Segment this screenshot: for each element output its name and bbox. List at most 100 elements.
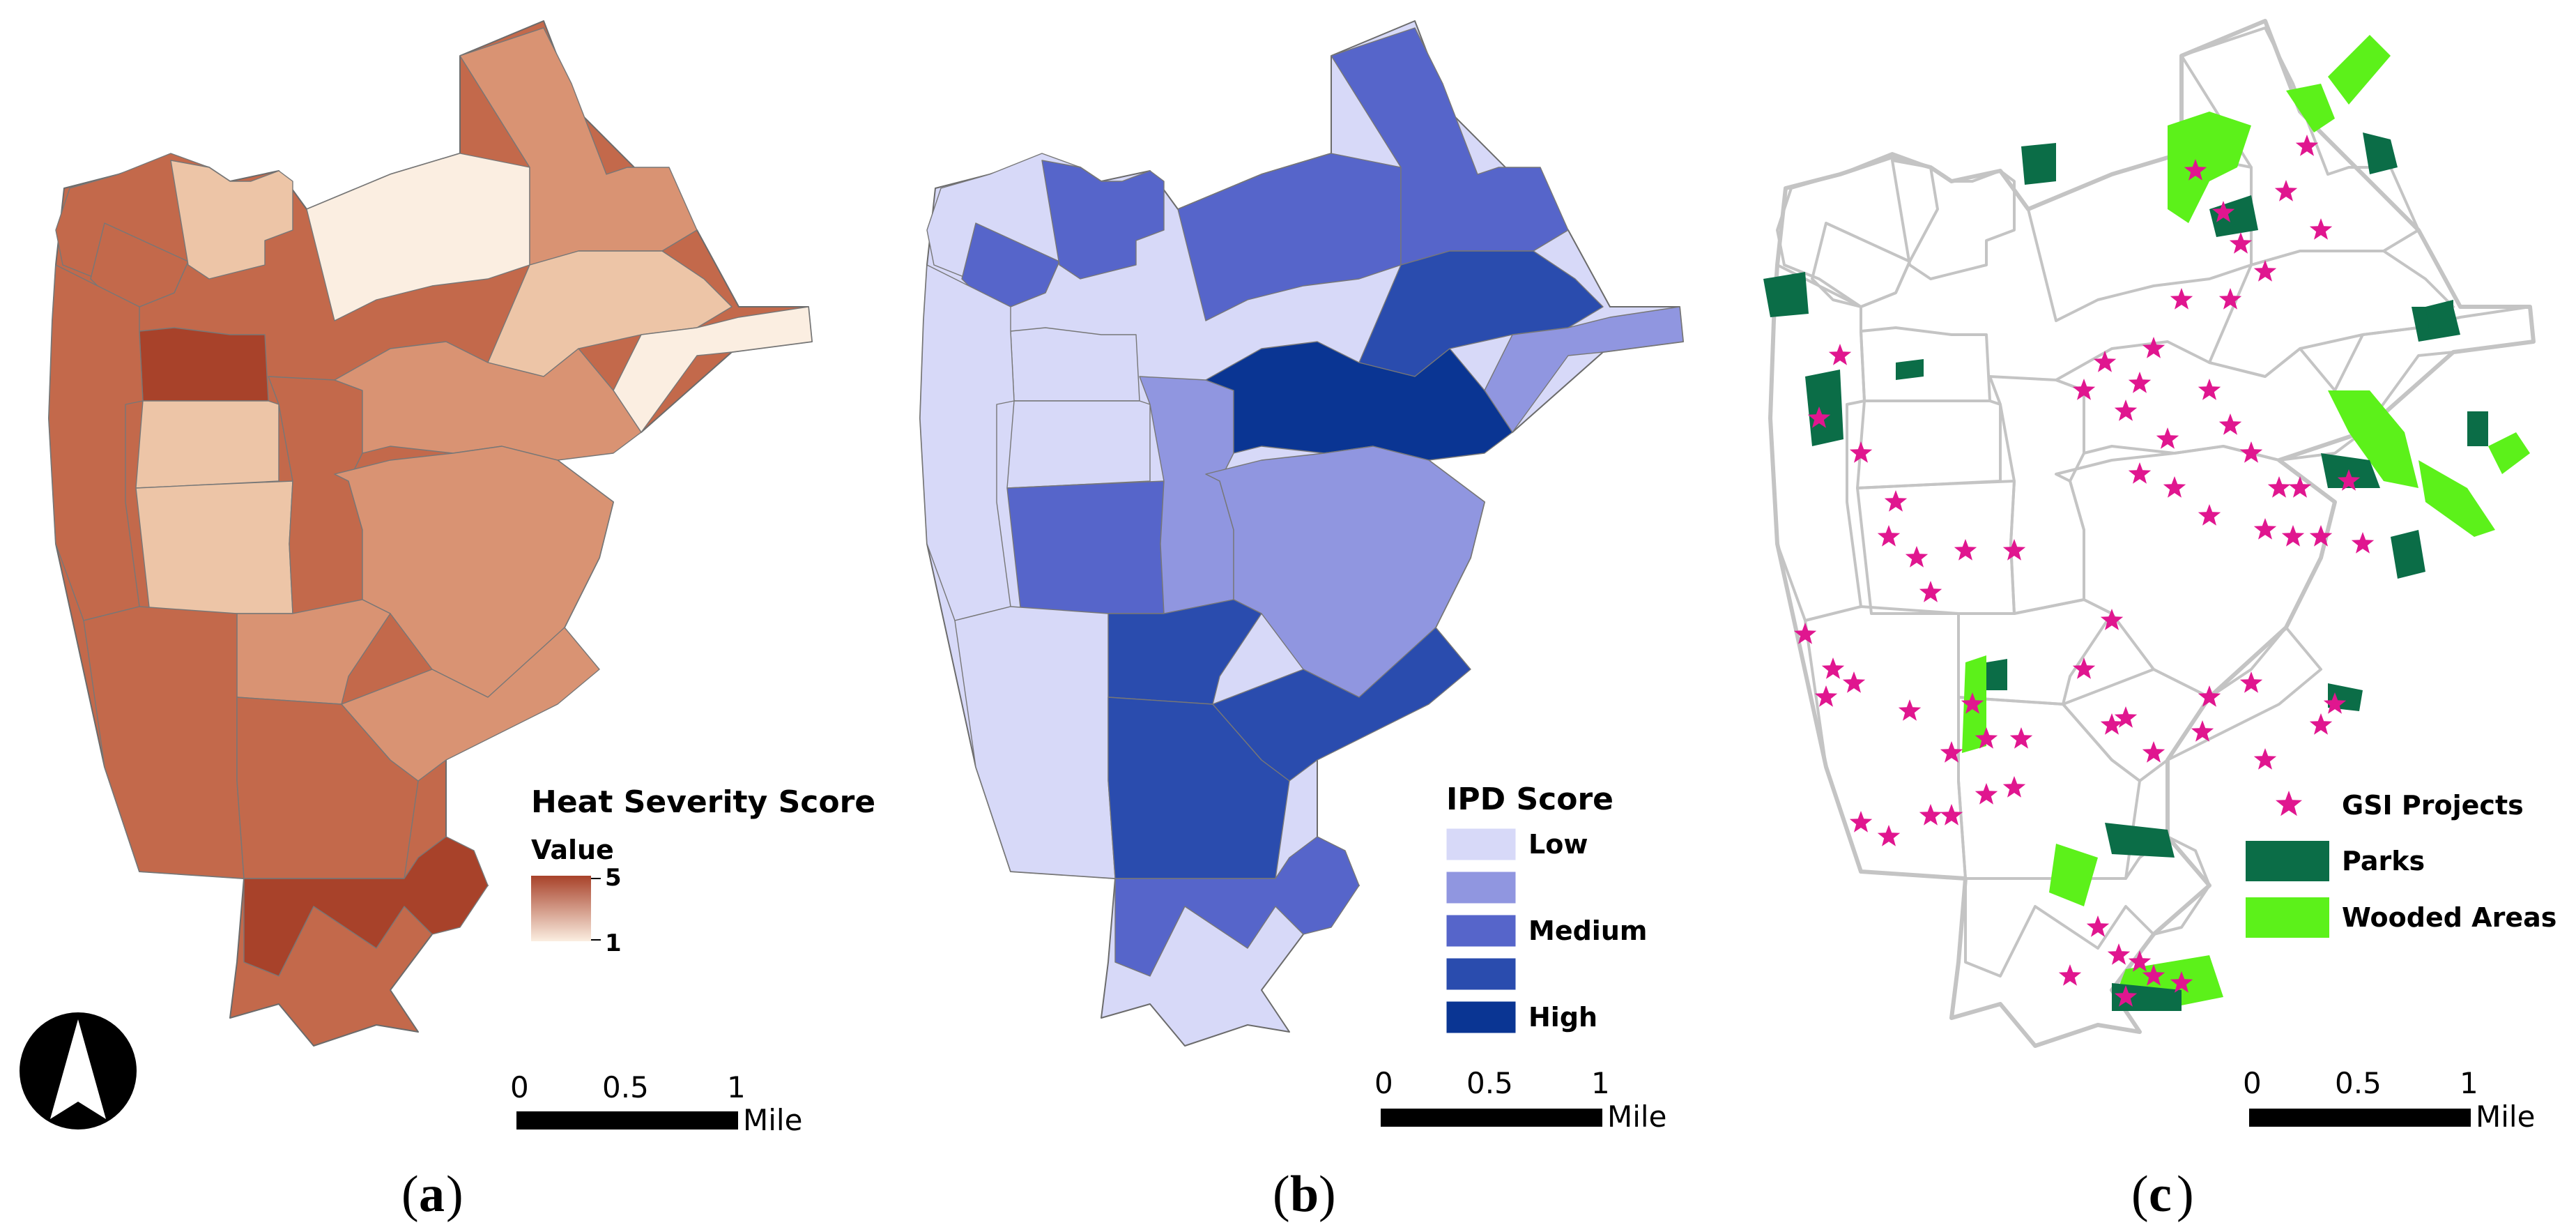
gsi-project-star (2239, 671, 2263, 693)
scale-bar-a: 0 0.5 1 Mile (510, 1070, 802, 1137)
gsi-project-star (2253, 518, 2277, 540)
scale-tick-0: 0 (510, 1070, 529, 1104)
gsi-map-layers (1763, 19, 2536, 1048)
svg-text:): ) (446, 1166, 463, 1223)
nb-south (243, 836, 489, 977)
nb-east-mid (334, 341, 642, 461)
caption-c: ( c ) (2131, 1166, 2194, 1223)
scale-bar-b: 0 0.5 1 Mile (1374, 1066, 1666, 1134)
scale-tick-1: 1 (2460, 1066, 2478, 1100)
gsi-project-star (1807, 406, 1831, 428)
nb-southeast (341, 627, 600, 782)
gsi-project-star (2072, 657, 2096, 679)
gsi-project-star (1975, 727, 1998, 749)
nb-pale-2 (1006, 480, 1165, 614)
scale-unit: Mile (2476, 1100, 2535, 1134)
nb-pale-2 (135, 480, 293, 614)
ipd-class-label: Low (1528, 829, 1588, 860)
nb-northeast-1-outline (2180, 26, 2420, 266)
gsi-project-star (2170, 971, 2193, 993)
gsi-project-star (2163, 476, 2186, 498)
gsi-project-star (2170, 288, 2193, 310)
gsi-legend-label: GSI Projects (2342, 790, 2524, 821)
park-13 (1896, 359, 1924, 380)
gsi-project-star (2093, 351, 2117, 372)
ipd-swatch-0 (1446, 828, 1517, 861)
nb-northeast-1 (1331, 27, 1569, 266)
gsi-project-star (2198, 379, 2221, 400)
heat-legend: Heat Severity Score Value 5 1 (531, 784, 875, 957)
gsi-project-star (2309, 713, 2333, 735)
gsi-project-star (2058, 964, 2082, 986)
gsi-project-star (1940, 804, 1963, 826)
gsi-project-star (2218, 288, 2242, 310)
nb-hot-cell (139, 327, 269, 402)
gsi-project-star (2281, 525, 2305, 547)
gsi-project-star (2229, 232, 2253, 254)
gsi-project-star (2295, 135, 2319, 156)
ipd-map-polygons (919, 20, 1684, 1047)
gsi-project-star (1961, 692, 1984, 714)
scale-tick-1: 1 (1591, 1066, 1610, 1100)
gsi-project-star (1954, 539, 1977, 561)
gsi-project-star (2239, 441, 2263, 463)
gsi-project-star (1877, 525, 1901, 547)
gsi-project-star (2184, 159, 2207, 181)
gsi-project-star (2128, 372, 2152, 393)
ipd-swatch-2 (1446, 914, 1517, 948)
gsi-project-star (2211, 201, 2235, 222)
park-6 (2391, 530, 2425, 579)
ipd-legend: IPD Score Low Medium High (1446, 782, 1647, 1034)
gsi-parks-map: GSI Projects Parks Wooded Areas 0 0.5 1 Mi… (1763, 19, 2556, 1223)
nb-sw-1 (954, 606, 1116, 879)
ipd-legend-title: IPD Score (1446, 782, 1613, 817)
gsi-project-star (2114, 400, 2138, 421)
svg-text:(: ( (2131, 1166, 2149, 1223)
gsi-project-star (2309, 218, 2333, 240)
gsi-legend-label: Parks (2342, 846, 2425, 876)
gsi-project-star (1849, 441, 1873, 463)
heat-legend-title: Heat Severity Score (531, 784, 875, 820)
gsi-project-star (2288, 476, 2312, 498)
caption-a: ( a ) (401, 1166, 463, 1223)
gsi-project-star (1877, 825, 1901, 846)
gsi-project-star (2198, 685, 2221, 707)
svg-text:): ) (2177, 1166, 2194, 1223)
park-9 (2105, 823, 2175, 858)
gsi-project-star (2002, 539, 2026, 561)
ipd-swatch-1 (1446, 871, 1517, 904)
north-arrow (20, 1012, 137, 1130)
nb-north-pale (1177, 153, 1402, 321)
nb-north-west (170, 160, 293, 280)
svg-text:(: ( (1273, 1166, 1290, 1223)
nb-east-mid-outline (2055, 340, 2364, 462)
nb-south (1114, 836, 1360, 977)
gsi-project-star (2100, 609, 2124, 630)
heat-max-label: 5 (605, 864, 622, 892)
gsi-project-star (2267, 476, 2291, 498)
gsi-project-star (1793, 623, 1817, 644)
gsi-project-star (2107, 943, 2131, 965)
nb-southeast (1212, 627, 1471, 782)
scale-tick-half: 0.5 (602, 1070, 649, 1104)
gsi-project-star (1975, 783, 1998, 805)
gsi-project-star (1905, 546, 1929, 568)
nb-north-west-outline (1891, 159, 2016, 280)
caption-letter-b: b (1290, 1166, 1319, 1223)
park-5 (2321, 453, 2380, 488)
scale-tick-half: 0.5 (1466, 1066, 1513, 1100)
ipd-swatch-3 (1446, 957, 1517, 991)
park-12 (2425, 300, 2453, 328)
ipd-class-label: High (1528, 1002, 1597, 1033)
ipd-swatch-4 (1446, 1001, 1517, 1034)
caption-letter-c: c (2149, 1166, 2172, 1223)
wooded-area-0 (2168, 112, 2251, 223)
gsi-project-star (2142, 337, 2165, 358)
park-14 (2467, 411, 2488, 446)
nb-west-mid (48, 264, 144, 621)
gsi-project-star (2218, 413, 2242, 435)
gsi-project-star (2309, 525, 2333, 547)
wooded-area-3 (2418, 460, 2495, 537)
gsi-project-star (2253, 260, 2277, 282)
